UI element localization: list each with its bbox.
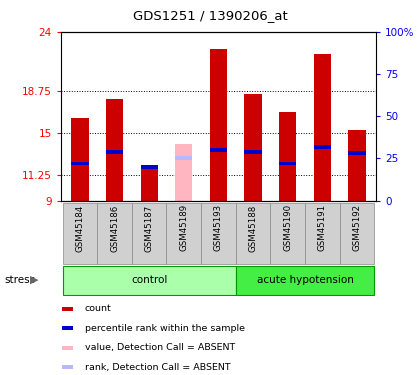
Text: ▶: ▶ <box>30 274 39 285</box>
Text: stress: stress <box>4 274 35 285</box>
Text: GSM45190: GSM45190 <box>283 204 292 252</box>
Bar <box>63 202 97 264</box>
Text: GSM45189: GSM45189 <box>179 204 188 252</box>
Bar <box>62 326 73 330</box>
Bar <box>279 112 296 201</box>
Bar <box>305 202 339 264</box>
Bar <box>166 202 201 264</box>
Bar <box>210 49 227 201</box>
Bar <box>314 54 331 201</box>
Bar <box>270 202 305 264</box>
Bar <box>175 144 192 201</box>
Text: rank, Detection Call = ABSENT: rank, Detection Call = ABSENT <box>85 363 231 372</box>
Bar <box>279 162 296 165</box>
Bar <box>141 169 158 201</box>
Bar <box>348 130 365 201</box>
Bar <box>62 365 73 369</box>
Bar <box>348 152 365 155</box>
Bar <box>236 202 270 264</box>
Text: GDS1251 / 1390206_at: GDS1251 / 1390206_at <box>133 9 287 22</box>
Bar <box>314 145 331 148</box>
Text: percentile rank within the sample: percentile rank within the sample <box>85 324 245 333</box>
Bar <box>141 165 158 169</box>
Bar <box>63 266 236 295</box>
Bar <box>210 148 227 152</box>
Text: GSM45187: GSM45187 <box>144 204 154 252</box>
Bar <box>71 162 89 165</box>
Text: count: count <box>85 304 112 313</box>
Text: acute hypotension: acute hypotension <box>257 274 353 285</box>
Text: GSM45191: GSM45191 <box>318 204 327 252</box>
Bar <box>175 156 192 160</box>
Bar <box>97 202 132 264</box>
Text: control: control <box>131 274 167 285</box>
Text: GSM45188: GSM45188 <box>249 204 257 252</box>
Text: GSM45186: GSM45186 <box>110 204 119 252</box>
Bar <box>244 150 262 154</box>
Text: value, Detection Call = ABSENT: value, Detection Call = ABSENT <box>85 343 235 352</box>
Bar <box>62 307 73 311</box>
Bar <box>132 202 166 264</box>
Bar <box>62 346 73 350</box>
Bar <box>201 202 236 264</box>
Bar <box>71 118 89 201</box>
Text: GSM45192: GSM45192 <box>352 204 361 252</box>
Text: GSM45193: GSM45193 <box>214 204 223 252</box>
Bar <box>106 150 123 154</box>
Bar <box>339 202 374 264</box>
Bar <box>244 94 262 201</box>
Bar <box>236 266 374 295</box>
Text: GSM45184: GSM45184 <box>76 204 84 252</box>
Bar <box>106 99 123 201</box>
